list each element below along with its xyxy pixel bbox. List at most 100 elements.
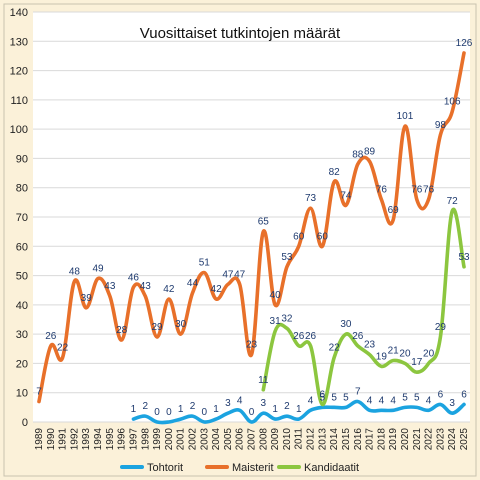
y-tick-label: 20: [16, 358, 28, 370]
x-tick-label: 1989: [34, 428, 45, 451]
data-label: 4: [379, 395, 385, 406]
x-tick-label: 2010: [282, 428, 293, 451]
x-tick-label: 1990: [46, 428, 57, 451]
data-label: 29: [151, 322, 163, 333]
data-label: 3: [225, 398, 231, 409]
data-label: 47: [234, 269, 246, 280]
data-label: 43: [140, 281, 152, 292]
y-tick-label: 110: [10, 95, 28, 107]
data-label: 40: [270, 290, 282, 301]
data-label: 6: [320, 389, 326, 400]
data-label: 4: [367, 395, 373, 406]
data-label: 101: [397, 111, 414, 122]
grid-lines: [33, 11, 470, 423]
x-tick-label: 1997: [128, 428, 139, 451]
data-label: 19: [376, 351, 388, 362]
y-tick-label: 40: [16, 300, 28, 312]
data-label: 20: [399, 348, 411, 359]
data-label: 3: [449, 398, 455, 409]
x-tick-label: 2002: [187, 428, 198, 451]
x-axis-ticks: 1989 1990 1991 1992 1993 1994 1995 1996 1997 1998…: [34, 428, 470, 451]
legend-label: Tohtorit: [147, 462, 183, 474]
data-label: 89: [364, 146, 376, 157]
data-label: 126: [456, 38, 473, 49]
data-label: 46: [128, 272, 140, 283]
x-tick-label: 1999: [152, 428, 163, 451]
data-label: 1: [131, 404, 137, 415]
data-label: 53: [458, 252, 470, 263]
data-label: 76: [423, 184, 435, 195]
y-tick-label: 0: [22, 417, 28, 429]
data-label: 0: [249, 407, 255, 418]
y-tick-label: 100: [10, 124, 28, 136]
data-label: 39: [81, 293, 93, 304]
x-tick-label: 2008: [258, 428, 269, 451]
data-label: 11: [258, 375, 269, 386]
data-label: 74: [340, 190, 352, 201]
data-label: 0: [201, 407, 207, 418]
x-tick-label: 2012: [306, 428, 317, 451]
data-label: 26: [45, 331, 57, 342]
data-label: 30: [340, 319, 352, 330]
x-tick-label: 1993: [81, 428, 92, 451]
data-label: 1: [272, 404, 278, 415]
x-tick-label: 2001: [176, 428, 187, 451]
data-label: 6: [438, 389, 444, 400]
data-label: 49: [92, 264, 104, 275]
data-label: 29: [435, 322, 447, 333]
x-tick-label: 2011: [294, 428, 305, 450]
data-label: 4: [237, 395, 243, 406]
data-label: 7: [36, 387, 42, 398]
data-label: 17: [411, 357, 423, 368]
data-label: 4: [308, 395, 314, 406]
x-tick-label: 2015: [341, 428, 352, 451]
series-line-maisterit: [37, 51, 466, 404]
data-label: 30: [175, 319, 187, 330]
data-label: 22: [329, 343, 341, 354]
legend: Tohtorit Maisterit Kandidaatit: [120, 462, 359, 474]
data-label: 106: [444, 97, 461, 108]
y-tick-label: 10: [16, 388, 28, 400]
data-label: 42: [163, 284, 175, 295]
chart-title: Vuosittaiset tutkintojen määrät: [140, 25, 341, 42]
data-label: 5: [402, 392, 408, 403]
x-tick-label: 2000: [164, 428, 175, 451]
data-label: 5: [343, 392, 349, 403]
data-label: 1: [213, 404, 219, 415]
y-tick-label: 30: [16, 329, 28, 341]
legend-label: Maisterit: [232, 462, 274, 474]
data-label: 2: [142, 401, 148, 412]
x-tick-label: 2003: [199, 428, 210, 451]
x-tick-label: 2006: [235, 428, 246, 451]
data-label: 44: [187, 278, 199, 289]
data-label: 4: [426, 395, 432, 406]
x-tick-label: 2004: [211, 428, 222, 451]
x-tick-label: 2007: [247, 428, 258, 451]
data-label: 20: [423, 348, 435, 359]
series-line-tohtorit: [131, 399, 466, 425]
series-lines: [37, 51, 466, 425]
data-label: 47: [222, 269, 234, 280]
y-tick-label: 90: [16, 153, 28, 165]
y-tick-label: 70: [16, 212, 28, 224]
series-line-kandidaatit: [261, 207, 466, 407]
x-tick-label: 2005: [223, 428, 234, 451]
data-label: 22: [57, 343, 69, 354]
data-label: 51: [199, 258, 211, 269]
data-label: 65: [258, 217, 270, 228]
x-tick-label: 2021: [412, 428, 423, 451]
data-label: 6: [461, 389, 467, 400]
data-label: 60: [293, 231, 305, 242]
y-tick-label: 120: [10, 66, 28, 78]
data-label: 1: [178, 404, 184, 415]
data-label: 43: [104, 281, 116, 292]
data-label: 76: [411, 184, 423, 195]
data-label: 73: [305, 193, 317, 204]
x-tick-label: 2023: [435, 428, 446, 451]
x-tick-label: 1994: [93, 428, 104, 451]
y-tick-label: 130: [10, 36, 28, 48]
data-label: 26: [305, 331, 317, 342]
y-tick-label: 80: [16, 183, 28, 195]
x-tick-label: 2017: [365, 428, 376, 451]
